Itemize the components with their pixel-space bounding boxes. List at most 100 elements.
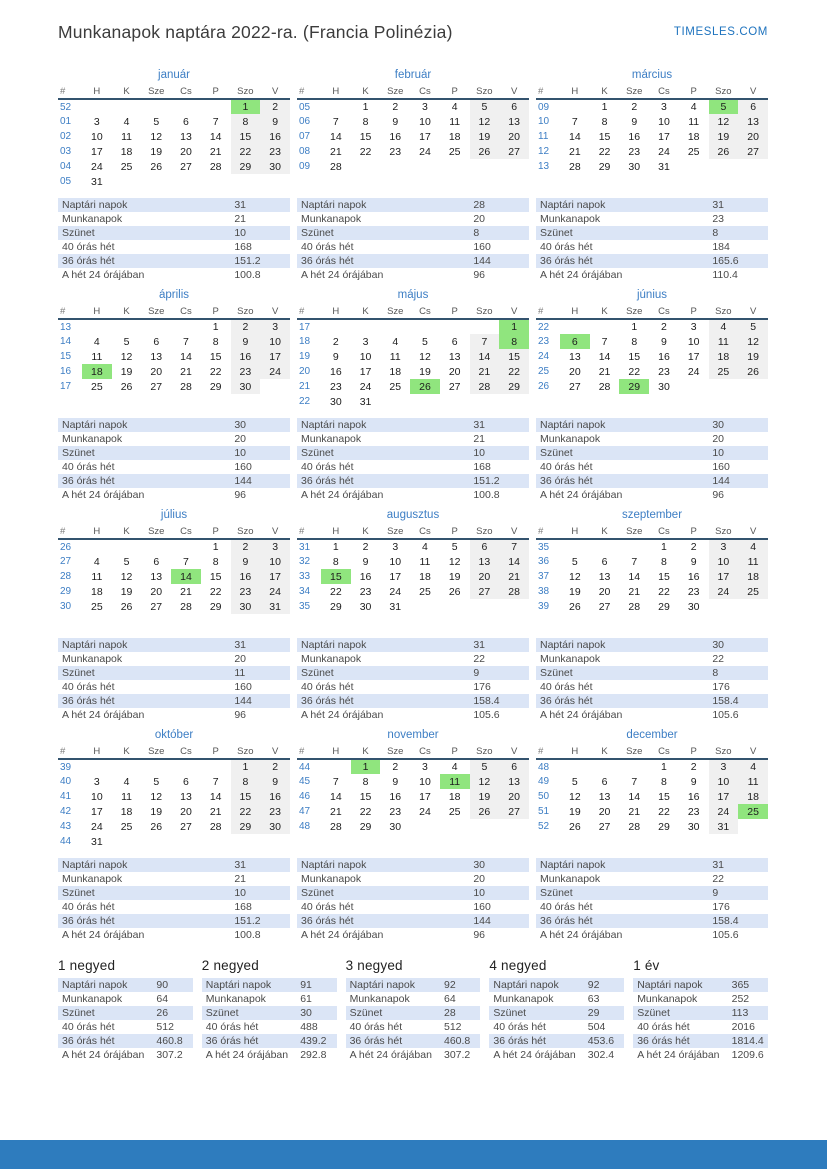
day-cell	[171, 174, 201, 189]
day-header: Cs	[419, 746, 431, 757]
day-header: Sze	[148, 306, 165, 317]
day-cell: 6	[183, 115, 189, 128]
day-cell	[470, 394, 500, 409]
day-header: P	[690, 306, 697, 317]
day-cell: 31	[260, 599, 290, 614]
stat-row: Munkanapok 22	[536, 652, 768, 666]
stat-value: 8	[473, 227, 480, 239]
stat-row: 40 órás hét 160	[58, 460, 290, 474]
week-row: 48 1 2 3 4	[536, 759, 768, 774]
week-number: 52	[60, 101, 72, 113]
stat-value: 504	[587, 1021, 606, 1033]
day-cell: 21	[569, 145, 581, 158]
day-cell: 28	[469, 379, 500, 394]
day-header: Sze	[387, 746, 404, 757]
day-cell: 1	[212, 541, 219, 553]
stat-label: 36 órás hét	[540, 915, 593, 927]
day-cell: 21	[330, 145, 342, 158]
calendar-area: # H K Sze Cs P Szo V 52 1 2 01 3 4 5 6 7 8 9 02 10 11 12 13 14 15…	[58, 85, 290, 191]
week-row: 27 4 5 6 7 8 9 10	[58, 554, 290, 569]
week-number: 34	[299, 586, 311, 597]
week-row: 47 21 22 23 24 25 26 27	[297, 804, 529, 819]
day-cell	[410, 819, 440, 834]
week-row: 44 1 2 3 4 5 6	[297, 759, 529, 774]
stat-label: 40 órás hét	[62, 461, 115, 473]
stat-value: 100.8	[234, 269, 261, 281]
day-cell: 10	[708, 554, 739, 569]
day-cell: 16	[230, 349, 261, 364]
day-cell: 4	[422, 541, 428, 553]
week-number: 33	[299, 571, 311, 582]
month-title: december	[626, 729, 678, 741]
day-cell: 15	[230, 789, 261, 804]
day-cell: 8	[212, 555, 219, 568]
day-cell: 9	[260, 774, 290, 789]
day-cell: 11	[121, 790, 132, 803]
week-number: 09	[299, 161, 311, 172]
day-cell: 14	[469, 349, 500, 364]
week-row: 18 2 3 4 5 6 7 8	[297, 334, 529, 349]
day-cell: 15	[359, 130, 372, 143]
summary-block: 4 negyed Naptári napok 92 Munkanapok 63 …	[489, 958, 625, 1062]
day-cell	[679, 379, 709, 394]
day-cell: 5	[469, 99, 500, 114]
brand-link[interactable]: TIMESLES.COM	[673, 26, 768, 38]
stat-label: 36 órás hét	[301, 475, 354, 487]
day-header: Szo	[237, 306, 254, 317]
stat-value: 30	[712, 419, 725, 431]
week-number: 06	[299, 116, 311, 127]
day-cell	[141, 99, 171, 114]
stat-row: Naptári napok 31	[536, 858, 768, 872]
stat-row: Szünet 11	[58, 666, 290, 680]
stat-row: Naptári napok 91	[201, 978, 337, 992]
stat-label: Naptári napok	[62, 639, 128, 651]
day-cell: 16	[359, 570, 372, 583]
month-block: augusztus # H K Sze Cs P Szo V 31 1 2 3 4 5 6 7 32 8 9 10 11…	[297, 509, 529, 722]
day-cell: 26	[150, 160, 163, 173]
day-cell: 6	[499, 759, 529, 774]
calendar-area: # H K Sze Cs P Szo V 17 1 18 2 3 4 5 6 7 8 19 9 10 11 12 13 14 15…	[297, 305, 529, 411]
stat-value: 31	[234, 199, 247, 211]
day-cell	[141, 834, 171, 849]
day-cell: 22	[628, 365, 641, 378]
week-column-header: #	[299, 746, 305, 757]
day-cell: 11	[738, 554, 768, 569]
day-cell	[738, 379, 768, 394]
week-number: 20	[299, 366, 311, 377]
stat-value: 1209.6	[731, 1049, 764, 1061]
day-cell: 9	[631, 115, 638, 128]
day-cell: 20	[569, 365, 581, 378]
week-row: 25 20 21 22 23 24 25 26	[536, 364, 768, 379]
stat-row: 36 órás hét 165.6	[536, 254, 768, 268]
day-cell: 11	[91, 350, 103, 363]
stat-label: 36 órás hét	[637, 1035, 690, 1047]
summary-title: 4 negyed	[489, 958, 547, 973]
stat-row: Szünet 9	[536, 886, 768, 900]
day-cell: 26	[120, 380, 133, 393]
day-header: K	[362, 526, 369, 537]
day-header: V	[510, 526, 518, 537]
week-number: 13	[538, 161, 550, 172]
stat-label: 36 órás hét	[540, 695, 593, 707]
stat-row: A hét 24 órájában 100.8	[58, 268, 290, 282]
stat-label: Munkanapok	[301, 653, 362, 665]
day-header: Szo	[715, 306, 732, 317]
month-block: október # H K Sze Cs P Szo V 39 1 2 40 3 4 5 6 7 8 9 41 10 11…	[58, 729, 290, 942]
day-cell: 4	[392, 335, 399, 348]
day-cell: 17	[260, 569, 290, 584]
stat-row: 40 órás hét 512	[346, 1020, 481, 1034]
stat-row: Szünet 113	[633, 1006, 768, 1020]
day-cell: 26	[738, 364, 768, 379]
day-cell: 25	[448, 145, 461, 158]
day-cell	[380, 394, 410, 409]
day-cell: 21	[180, 365, 192, 378]
day-cell: 28	[628, 820, 641, 833]
week-row: 33 15 16 17 18 19 20 21	[297, 569, 529, 584]
day-cell: 26	[569, 820, 581, 833]
week-number: 03	[60, 146, 72, 157]
stat-row: Naptári napok 92	[345, 978, 481, 992]
calendar-area: # H K Sze Cs P Szo V 05 1 2 3 4 5 6 06 7 8 9 10 11 12 13 07 14 15…	[297, 85, 529, 191]
week-number: 17	[299, 321, 311, 333]
day-cell: 22	[230, 804, 261, 819]
